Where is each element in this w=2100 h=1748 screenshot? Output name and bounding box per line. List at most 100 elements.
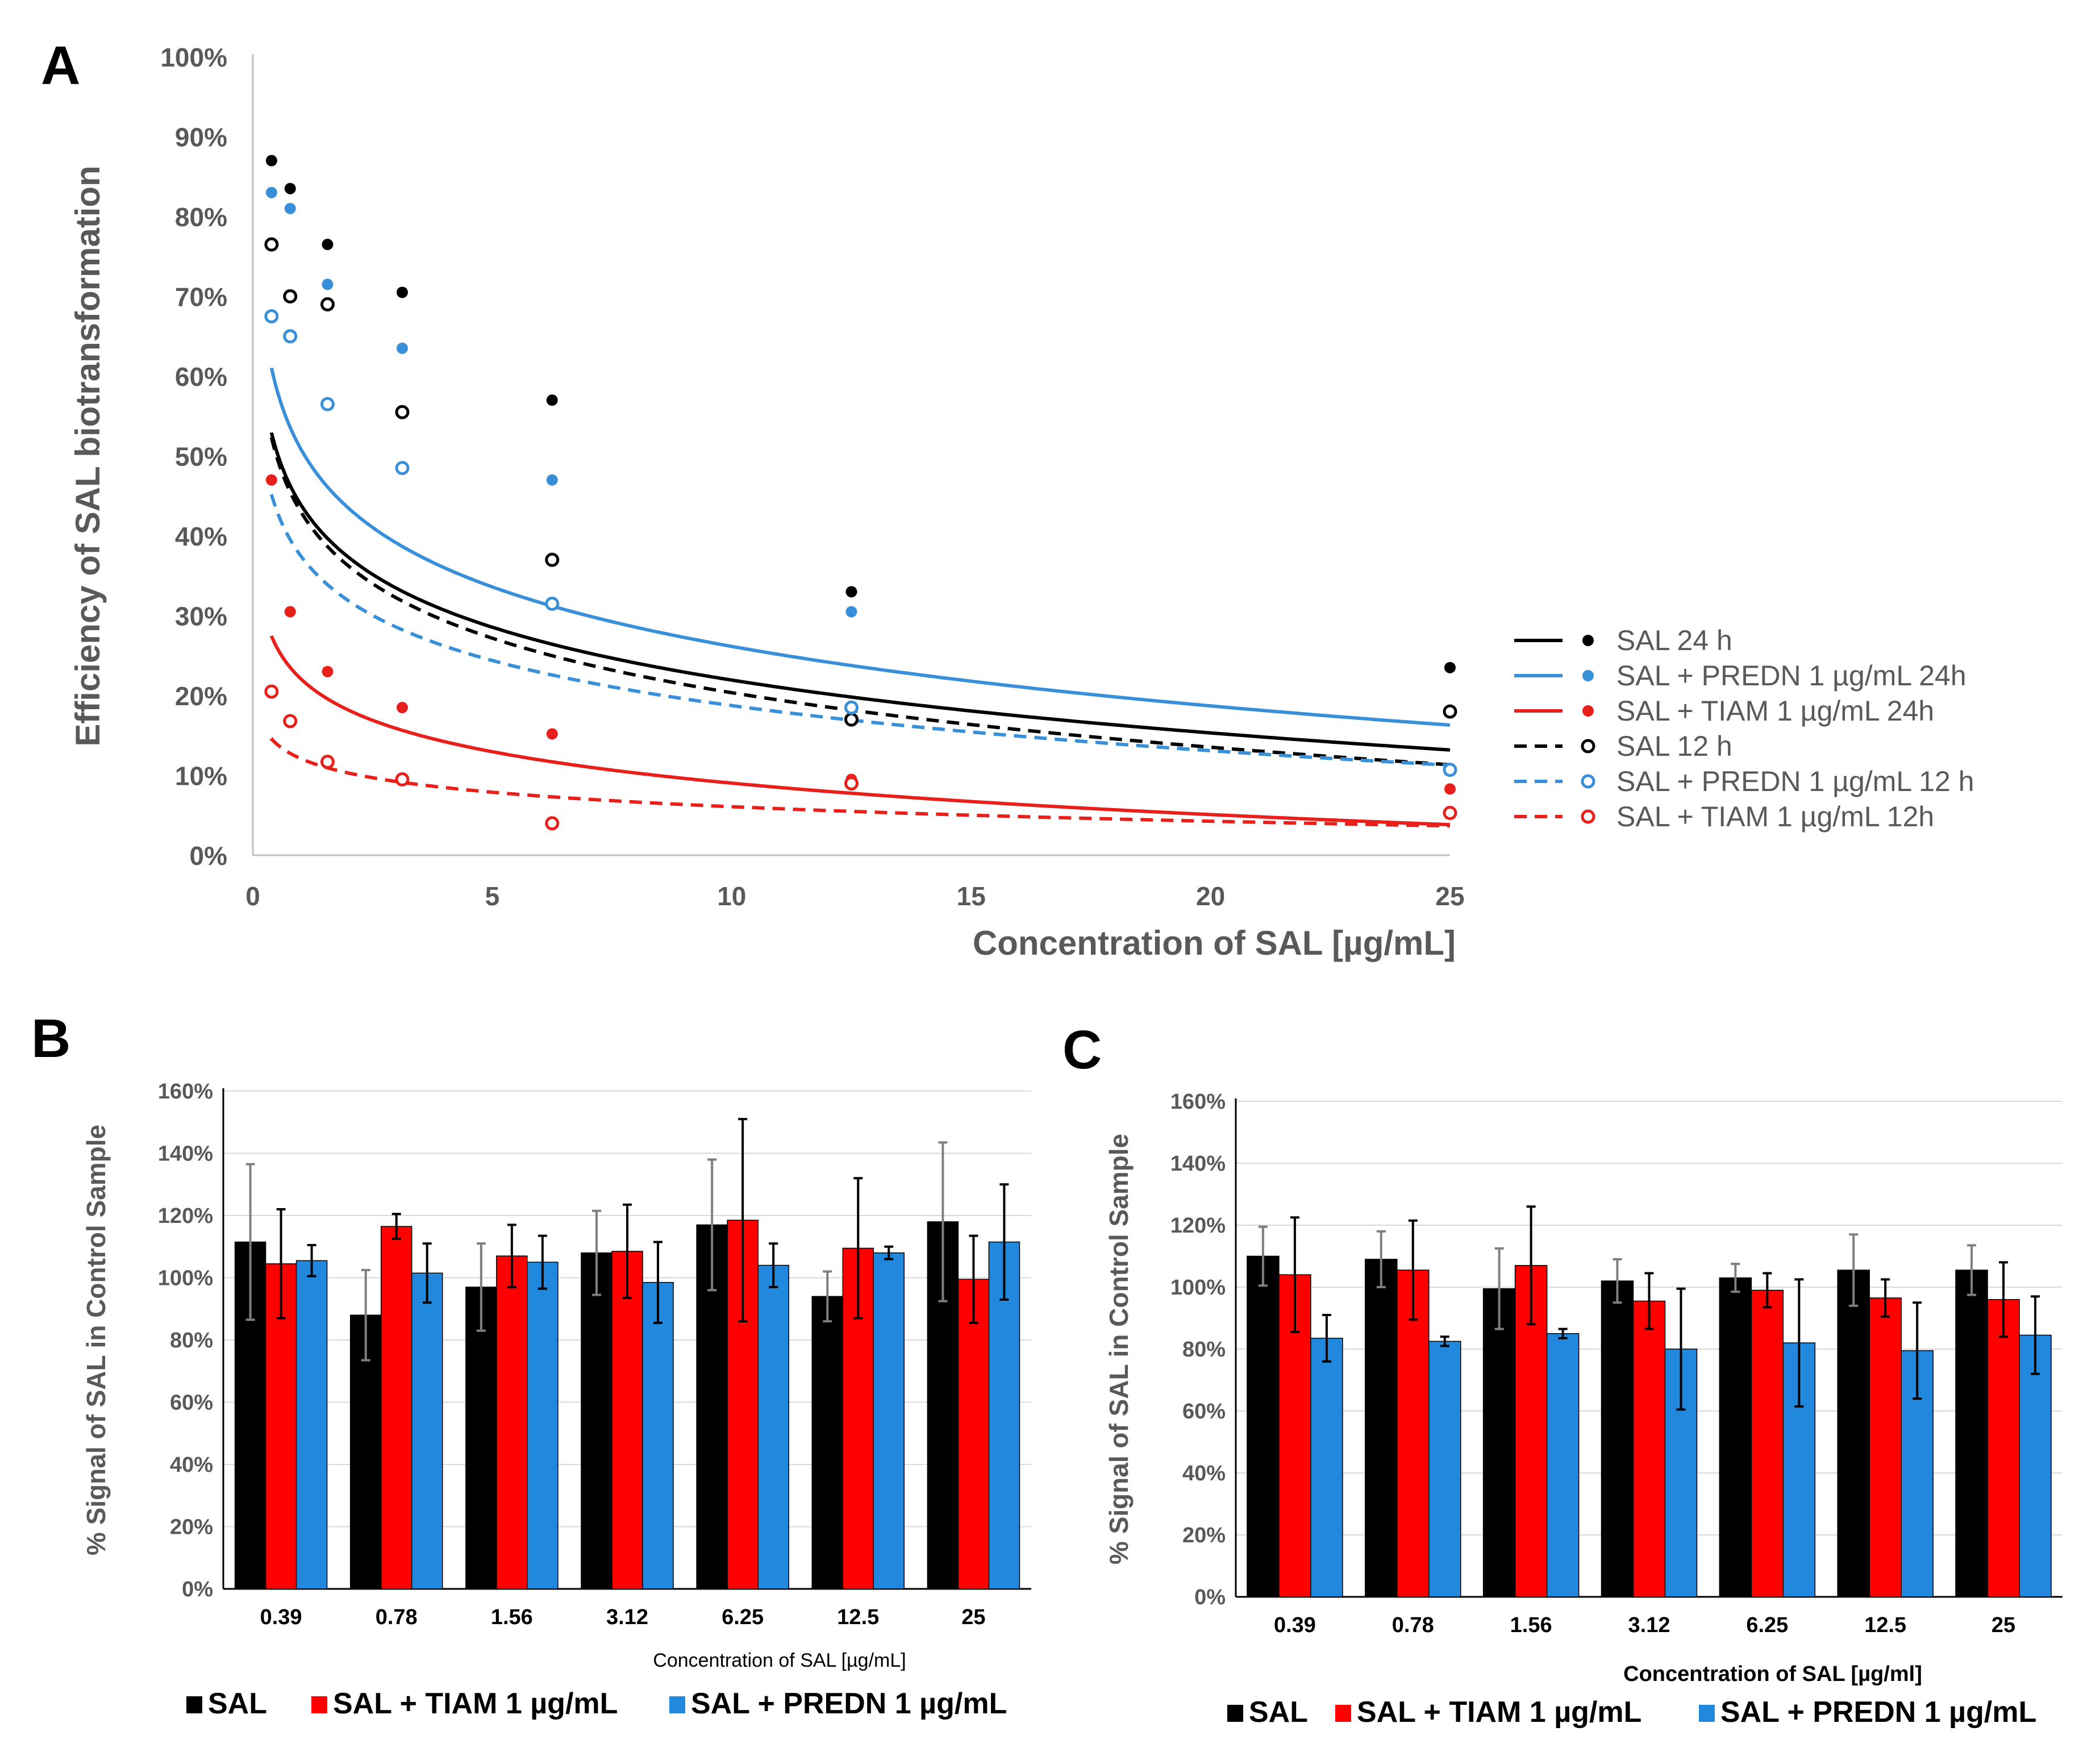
bar bbox=[1869, 1297, 1902, 1597]
legend-label: SAL + PREDN 1 µg/mL 24h bbox=[1616, 660, 1966, 692]
bar bbox=[2019, 1334, 2052, 1597]
x-tick-label: 0 bbox=[245, 881, 260, 911]
x-tick-label: 6.25 bbox=[722, 1605, 764, 1629]
y-axis-title: Efficiency of SAL biotransformation bbox=[69, 165, 107, 746]
legend-label: SAL + TIAM 1 µg/mL 12h bbox=[1616, 801, 1934, 833]
y-tick-label: 40% bbox=[175, 522, 227, 551]
x-axis-title: Concentration of SAL [µg/mL] bbox=[653, 1650, 906, 1671]
y-tick-label: 160% bbox=[1170, 1090, 1226, 1114]
y-tick-label: 60% bbox=[175, 362, 227, 392]
data-point bbox=[396, 702, 408, 714]
legend-label: SAL + TIAM 1 µg/mL 24h bbox=[1616, 695, 1934, 727]
bar bbox=[1247, 1255, 1280, 1597]
bar bbox=[1955, 1270, 1988, 1597]
y-tick-label: 100% bbox=[160, 43, 227, 72]
x-tick-label: 10 bbox=[717, 881, 746, 911]
trend-line bbox=[269, 432, 1451, 752]
y-tick-label: 30% bbox=[175, 602, 227, 631]
data-point bbox=[845, 606, 857, 618]
legend-label: SAL + TIAM 1 µg/mL bbox=[333, 1687, 618, 1720]
legend-marker bbox=[1582, 670, 1594, 681]
bar bbox=[1987, 1299, 2020, 1597]
data-point bbox=[265, 186, 277, 198]
y-tick-label: 140% bbox=[158, 1142, 213, 1166]
data-point bbox=[283, 329, 298, 344]
data-point bbox=[322, 278, 334, 290]
y-tick-label: 100% bbox=[1170, 1276, 1226, 1300]
data-point bbox=[1443, 704, 1457, 719]
x-tick-label: 25 bbox=[1991, 1613, 2015, 1637]
data-point bbox=[284, 182, 296, 194]
x-tick-label: 3.12 bbox=[606, 1605, 648, 1629]
x-tick-label: 3.12 bbox=[1628, 1613, 1670, 1637]
panel-label-a: A bbox=[41, 35, 80, 96]
panel-b-chart: 0% 20% 40% 60% 80% 100% 120% 140% 160% 0.39 0.78 1.… bbox=[81, 1080, 1031, 1720]
legend-marker bbox=[1582, 635, 1594, 646]
legend-label: SAL bbox=[1249, 1696, 1308, 1729]
bar bbox=[957, 1279, 990, 1589]
data-point bbox=[844, 700, 859, 715]
y-tick-label: 40% bbox=[1182, 1462, 1226, 1485]
data-point bbox=[395, 461, 410, 476]
data-point bbox=[545, 596, 560, 611]
y-tick-label: 100% bbox=[158, 1267, 213, 1291]
x-axis-title: Concentration of SAL [µg/mL] bbox=[973, 924, 1456, 962]
y-tick-label: 0% bbox=[190, 841, 227, 871]
legend-swatch bbox=[1699, 1705, 1715, 1722]
y-tick-label: 50% bbox=[175, 442, 227, 472]
y-tick-label: 80% bbox=[175, 202, 227, 232]
data-point bbox=[322, 239, 334, 251]
x-tick-label: 25 bbox=[961, 1605, 985, 1629]
bar bbox=[411, 1272, 443, 1589]
x-tick-label: 1.56 bbox=[491, 1605, 533, 1629]
y-tick-label: 20% bbox=[1182, 1524, 1226, 1547]
y-tick-label: 40% bbox=[170, 1453, 213, 1477]
x-axis-title: Concentration of SAL [µg/ml] bbox=[1623, 1662, 1922, 1686]
data-point bbox=[396, 286, 408, 298]
x-tick-label: 1.56 bbox=[1510, 1613, 1552, 1637]
trend-line bbox=[269, 494, 1451, 767]
y-axis-title: % Signal of SAL in Control Sample bbox=[1104, 1134, 1134, 1564]
data-point bbox=[264, 309, 279, 324]
panel-a-chart: 0% 10% 20% 30% 40% 50% 60% 70% 80% 90% 100% 0 5 10 15 2… bbox=[69, 43, 1974, 962]
data-point bbox=[265, 474, 277, 486]
legend-swatch bbox=[669, 1696, 685, 1713]
panel-label-c: C bbox=[1062, 1019, 1102, 1080]
bar bbox=[1901, 1350, 1934, 1597]
y-tick-label: 70% bbox=[175, 282, 227, 312]
bar bbox=[1310, 1338, 1343, 1597]
legend-marker bbox=[1581, 809, 1595, 824]
y-tick-label: 10% bbox=[175, 761, 227, 791]
panel-c-chart: 0% 20% 40% 60% 80% 100% 120% 140% 160% 0.39 0.78 1.… bbox=[1104, 1090, 2062, 1729]
data-point bbox=[396, 342, 408, 354]
data-point bbox=[265, 155, 277, 167]
bar bbox=[1546, 1333, 1580, 1597]
data-point bbox=[395, 772, 410, 787]
bar bbox=[873, 1252, 905, 1589]
y-tick-label: 0% bbox=[1194, 1585, 1226, 1609]
x-tick-label: 12.5 bbox=[837, 1605, 879, 1629]
bar bbox=[1601, 1280, 1634, 1597]
x-tick-label: 0.78 bbox=[376, 1605, 418, 1629]
data-point bbox=[395, 405, 410, 419]
legend-label: SAL + PREDN 1 µg/mL bbox=[691, 1687, 1007, 1720]
legend-label: SAL + PREDN 1 µg/mL 12 h bbox=[1616, 765, 1974, 797]
bar bbox=[1719, 1277, 1752, 1597]
y-tick-label: 80% bbox=[170, 1329, 213, 1352]
bar bbox=[380, 1226, 413, 1589]
y-tick-label: 160% bbox=[158, 1080, 213, 1104]
bar bbox=[1751, 1289, 1784, 1597]
x-tick-label: 25 bbox=[1435, 881, 1464, 911]
bar bbox=[757, 1264, 789, 1589]
y-tick-label: 120% bbox=[158, 1204, 213, 1228]
data-point bbox=[320, 297, 335, 312]
data-point bbox=[283, 714, 298, 729]
bar bbox=[295, 1260, 328, 1589]
legend-marker bbox=[1582, 705, 1594, 717]
y-tick-label: 120% bbox=[1170, 1214, 1226, 1238]
x-tick-label: 5 bbox=[485, 881, 500, 911]
panel-label-b: B bbox=[31, 1008, 70, 1069]
bar bbox=[1482, 1288, 1516, 1597]
x-tick-label: 0.78 bbox=[1392, 1613, 1434, 1637]
bar bbox=[581, 1252, 612, 1589]
